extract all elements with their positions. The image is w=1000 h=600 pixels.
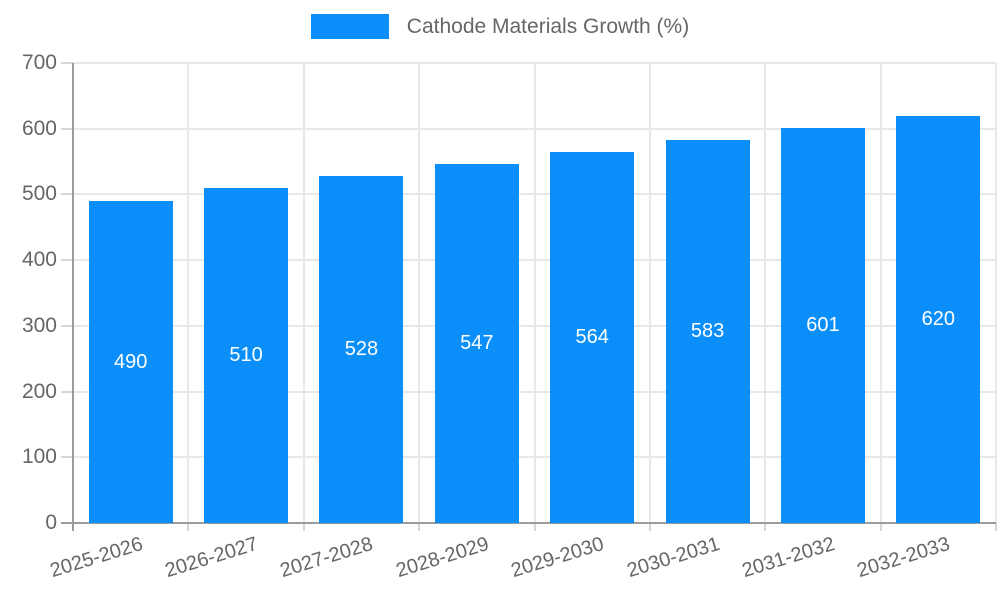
bar-2026-2027[interactable]: 510 xyxy=(204,187,289,523)
x-tick-mark xyxy=(764,523,767,531)
x-gridline xyxy=(302,63,305,523)
y-tick-label: 100 xyxy=(21,445,57,469)
y-tick-mark xyxy=(61,324,73,327)
bar-value-label: 620 xyxy=(921,307,955,330)
x-tick-mark xyxy=(533,523,536,531)
bar-value-label: 528 xyxy=(344,338,379,360)
x-gridline xyxy=(995,63,997,523)
x-tick-mark xyxy=(995,523,997,531)
x-gridline xyxy=(533,63,536,523)
chart-legend: Cathode Materials Growth (%) xyxy=(0,14,1000,39)
bar-2032-2033[interactable]: 620 xyxy=(896,115,981,523)
bar-2031-2032[interactable]: 601 xyxy=(780,128,865,523)
x-tick-mark xyxy=(187,523,190,531)
x-axis-line xyxy=(61,522,996,524)
x-gridline xyxy=(418,63,421,523)
y-tick-label: 600 xyxy=(21,116,57,140)
x-tick-mark xyxy=(879,523,882,531)
y-tick-label: 500 xyxy=(21,182,57,206)
y-tick-mark xyxy=(61,390,73,393)
y-tick-label: 700 xyxy=(21,51,57,74)
bar-value-label: 510 xyxy=(229,343,263,366)
x-gridline xyxy=(648,63,651,523)
y-tick-label: 0 xyxy=(45,511,57,534)
y-tick-mark xyxy=(61,259,73,262)
y-tick-mark xyxy=(61,127,73,130)
legend-swatch xyxy=(310,14,389,39)
x-tick-mark xyxy=(648,523,651,531)
bar-2028-2029[interactable]: 547 xyxy=(434,163,519,523)
y-tick-mark xyxy=(61,62,73,64)
y-tick-label: 400 xyxy=(21,248,57,272)
bar-value-label: 547 xyxy=(460,331,494,354)
x-gridline xyxy=(764,63,767,523)
bar-2025-2026[interactable]: 490 xyxy=(88,201,173,523)
y-axis-line xyxy=(72,63,74,531)
y-tick-label: 200 xyxy=(21,379,57,403)
bar-2029-2030[interactable]: 564 xyxy=(550,152,635,523)
legend-item-cathode-materials-growth[interactable]: Cathode Materials Growth (%) xyxy=(310,14,690,39)
legend-label: Cathode Materials Growth (%) xyxy=(406,14,690,38)
y-tick-label: 300 xyxy=(21,313,57,337)
bar-2027-2028[interactable]: 528 xyxy=(319,176,404,523)
x-gridline xyxy=(187,63,190,523)
y-tick-mark xyxy=(61,456,73,459)
bar-2030-2031[interactable]: 583 xyxy=(665,139,750,523)
bar-value-label: 564 xyxy=(575,326,609,349)
x-gridline xyxy=(879,63,882,523)
x-tick-mark xyxy=(418,523,421,531)
bar-value-label: 583 xyxy=(690,319,725,342)
bar-value-label: 601 xyxy=(806,314,840,337)
x-tick-mark xyxy=(302,523,305,531)
bar-value-label: 490 xyxy=(114,350,148,373)
y-tick-mark xyxy=(61,193,73,196)
